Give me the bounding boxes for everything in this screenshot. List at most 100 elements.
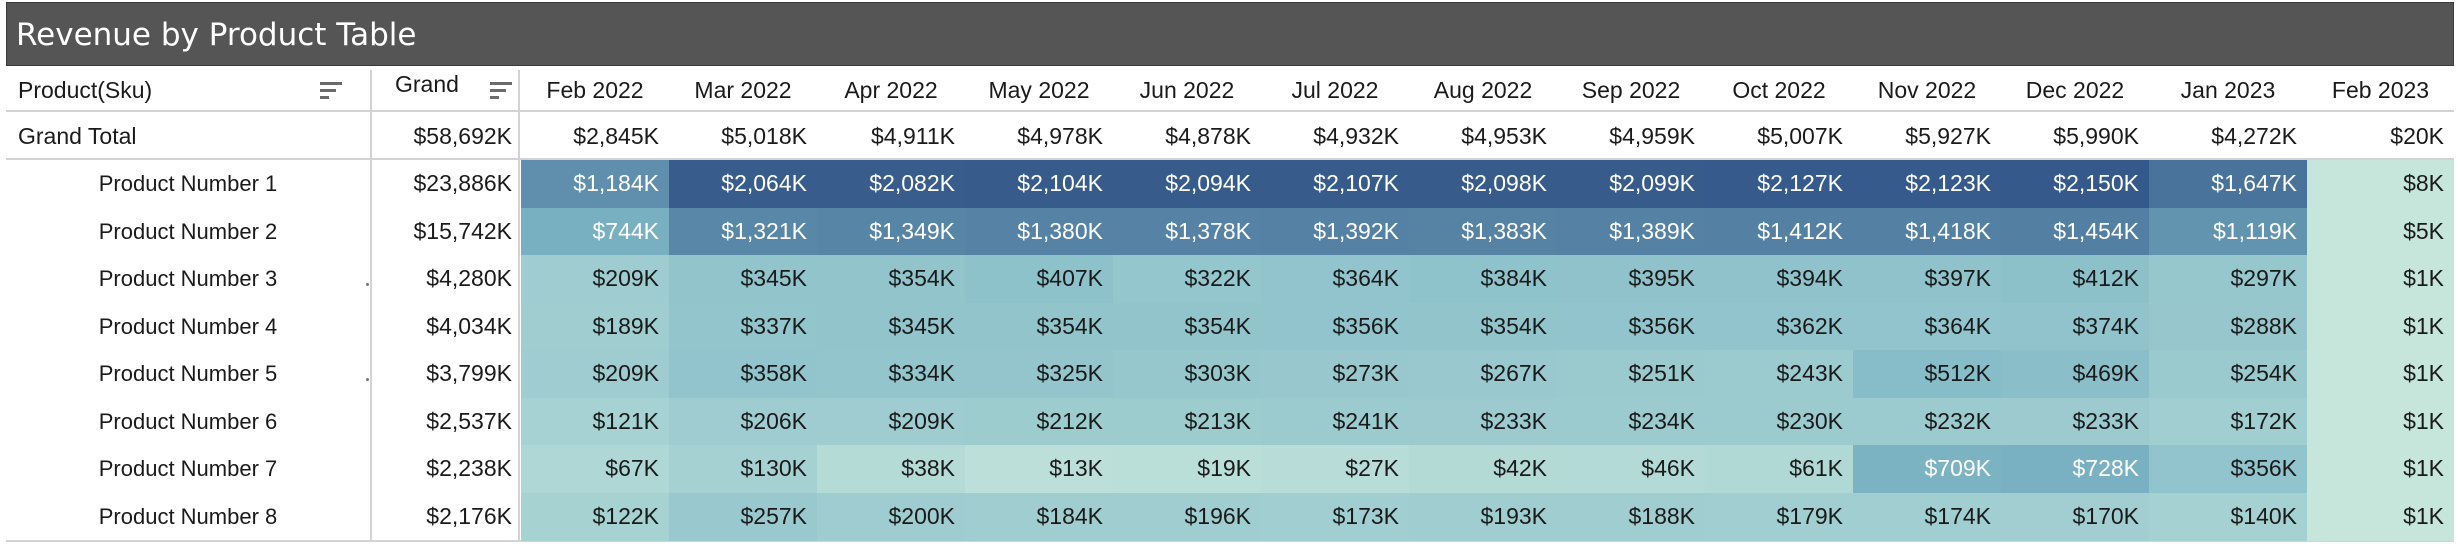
heatmap-cell[interactable]: $130K xyxy=(669,445,817,493)
heatmap-cell[interactable]: $233K xyxy=(1409,397,1557,446)
heatmap-cell[interactable]: $1,119K xyxy=(2149,207,2307,256)
heatmap-cell[interactable]: $140K xyxy=(2149,492,2307,541)
heatmap-cell[interactable]: $1,321K xyxy=(669,207,817,256)
heatmap-cell[interactable]: $196K xyxy=(1113,492,1261,541)
heatmap-cell[interactable]: $2,094K xyxy=(1113,160,1261,208)
month-header[interactable]: Feb 2022 xyxy=(546,77,644,103)
sort-icon[interactable] xyxy=(490,82,512,102)
product-label[interactable]: Product Number 7 xyxy=(98,456,278,481)
heatmap-cell[interactable]: $356K xyxy=(1261,302,1409,351)
heatmap-cell[interactable]: $2,150K xyxy=(2001,160,2149,208)
heatmap-cell[interactable]: $2,104K xyxy=(965,160,1113,208)
heatmap-cell[interactable]: $170K xyxy=(2001,492,2149,541)
heatmap-cell[interactable]: $354K xyxy=(1409,302,1557,351)
product-label[interactable]: Product Number 1 xyxy=(98,171,278,196)
heatmap-cell[interactable]: $412K xyxy=(2001,255,2149,303)
month-header[interactable]: Nov 2022 xyxy=(1877,77,1977,103)
sort-icon[interactable] xyxy=(320,82,342,102)
heatmap-cell[interactable]: $254K xyxy=(2149,350,2307,398)
heatmap-cell[interactable]: $1,378K xyxy=(1113,207,1261,256)
heatmap-cell[interactable]: $407K xyxy=(965,255,1113,303)
heatmap-cell[interactable]: $230K xyxy=(1705,397,1853,446)
product-label[interactable]: Product Number 3 xyxy=(98,266,278,291)
month-header[interactable]: Sep 2022 xyxy=(1581,77,1681,103)
heatmap-cell[interactable]: $364K xyxy=(1261,255,1409,303)
heatmap-cell[interactable]: $1,184K xyxy=(521,160,669,208)
heatmap-cell[interactable]: $38K xyxy=(817,445,965,493)
heatmap-cell[interactable]: $325K xyxy=(965,350,1113,398)
heatmap-cell[interactable]: $469K xyxy=(2001,350,2149,398)
heatmap-cell[interactable]: $1,392K xyxy=(1261,207,1409,256)
heatmap-cell[interactable]: $334K xyxy=(817,350,965,398)
month-header[interactable]: Dec 2022 xyxy=(2025,77,2125,103)
heatmap-cell[interactable]: $1,389K xyxy=(1557,207,1705,256)
heatmap-cell[interactable]: $2,099K xyxy=(1557,160,1705,208)
heatmap-cell[interactable]: $362K xyxy=(1705,302,1853,351)
heatmap-cell[interactable]: $209K xyxy=(521,350,669,398)
heatmap-cell[interactable]: $233K xyxy=(2001,397,2149,446)
grand-header[interactable]: Grand xyxy=(395,71,459,97)
heatmap-cell[interactable]: $1K xyxy=(2307,445,2454,493)
heatmap-cell[interactable]: $354K xyxy=(1113,302,1261,351)
month-header[interactable]: Aug 2022 xyxy=(1433,77,1533,103)
heatmap-cell[interactable]: $243K xyxy=(1705,350,1853,398)
month-header[interactable]: Mar 2022 xyxy=(694,77,792,103)
heatmap-cell[interactable]: $200K xyxy=(817,492,965,541)
heatmap-cell[interactable]: $297K xyxy=(2149,255,2307,303)
heatmap-cell[interactable]: $2,098K xyxy=(1409,160,1557,208)
month-header[interactable]: May 2022 xyxy=(988,77,1090,103)
heatmap-cell[interactable]: $384K xyxy=(1409,255,1557,303)
product-label[interactable]: Product Number 8 xyxy=(98,503,278,529)
heatmap-cell[interactable]: $337K xyxy=(669,302,817,351)
heatmap-cell[interactable]: $2,107K xyxy=(1261,160,1409,208)
heatmap-cell[interactable]: $27K xyxy=(1261,445,1409,493)
heatmap-cell[interactable]: $1K xyxy=(2307,350,2454,398)
heatmap-cell[interactable]: $374K xyxy=(2001,302,2149,351)
heatmap-cell[interactable]: $303K xyxy=(1113,350,1261,398)
heatmap-cell[interactable]: $267K xyxy=(1409,350,1557,398)
heatmap-cell[interactable]: $1,647K xyxy=(2149,160,2307,208)
heatmap-cell[interactable]: $172K xyxy=(2149,397,2307,446)
month-header[interactable]: Jan 2023 xyxy=(2180,77,2276,103)
month-header[interactable]: Apr 2022 xyxy=(844,77,938,103)
heatmap-cell[interactable]: $354K xyxy=(965,302,1113,351)
heatmap-cell[interactable]: $1K xyxy=(2307,302,2454,351)
heatmap-cell[interactable]: $189K xyxy=(521,302,669,351)
heatmap-cell[interactable]: $1,383K xyxy=(1409,207,1557,256)
heatmap-cell[interactable]: $395K xyxy=(1557,255,1705,303)
heatmap-cell[interactable]: $397K xyxy=(1853,255,2001,303)
heatmap-cell[interactable]: $232K xyxy=(1853,397,2001,446)
heatmap-cell[interactable]: $356K xyxy=(2149,445,2307,493)
heatmap-cell[interactable]: $1K xyxy=(2307,492,2454,541)
heatmap-cell[interactable]: $709K xyxy=(1853,445,2001,493)
heatmap-cell[interactable]: $257K xyxy=(669,492,817,541)
heatmap-cell[interactable]: $273K xyxy=(1261,350,1409,398)
month-header[interactable]: Jun 2022 xyxy=(1139,77,1235,103)
heatmap-cell[interactable]: $67K xyxy=(521,445,669,493)
heatmap-cell[interactable]: $512K xyxy=(1853,350,2001,398)
heatmap-cell[interactable]: $193K xyxy=(1409,492,1557,541)
heatmap-cell[interactable]: $322K xyxy=(1113,255,1261,303)
heatmap-cell[interactable]: $42K xyxy=(1409,445,1557,493)
heatmap-cell[interactable]: $354K xyxy=(817,255,965,303)
heatmap-cell[interactable]: $2,082K xyxy=(817,160,965,208)
month-header[interactable]: Oct 2022 xyxy=(1732,77,1826,103)
heatmap-cell[interactable]: $209K xyxy=(521,255,669,303)
product-label[interactable]: Product Number 6 xyxy=(98,408,278,434)
heatmap-cell[interactable]: $345K xyxy=(817,302,965,351)
month-header[interactable]: Jul 2022 xyxy=(1291,77,1379,103)
heatmap-cell[interactable]: $206K xyxy=(669,397,817,446)
heatmap-cell[interactable]: $2,064K xyxy=(669,160,817,208)
heatmap-cell[interactable]: $2,127K xyxy=(1705,160,1853,208)
heatmap-cell[interactable]: $728K xyxy=(2001,445,2149,493)
heatmap-cell[interactable]: $1K xyxy=(2307,255,2454,303)
product-label[interactable]: Product Number 5 xyxy=(98,361,278,386)
heatmap-cell[interactable]: $1K xyxy=(2307,397,2454,446)
heatmap-cell[interactable]: $61K xyxy=(1705,445,1853,493)
heatmap-cell[interactable]: $212K xyxy=(965,397,1113,446)
heatmap-cell[interactable]: $288K xyxy=(2149,302,2307,351)
heatmap-cell[interactable]: $744K xyxy=(521,207,669,256)
heatmap-cell[interactable]: $364K xyxy=(1853,302,2001,351)
heatmap-cell[interactable]: $251K xyxy=(1557,350,1705,398)
heatmap-cell[interactable]: $209K xyxy=(817,397,965,446)
